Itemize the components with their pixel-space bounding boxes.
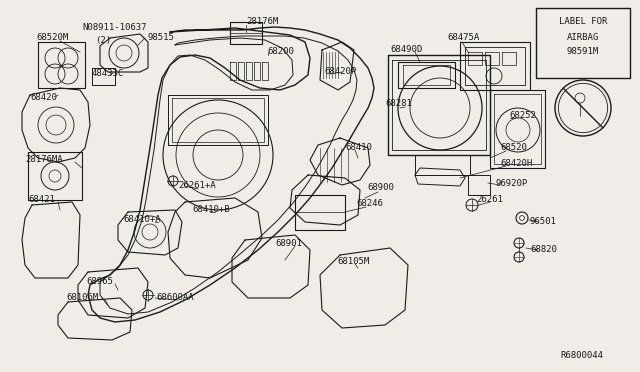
- Text: 68410+B: 68410+B: [192, 205, 230, 215]
- Text: 68901: 68901: [275, 238, 302, 247]
- Text: 68520M: 68520M: [36, 33, 68, 42]
- Text: 68820: 68820: [530, 244, 557, 253]
- Text: 26261: 26261: [476, 195, 503, 203]
- Text: 68281: 68281: [385, 99, 412, 109]
- Text: 68420: 68420: [30, 93, 57, 102]
- Text: 68410: 68410: [345, 144, 372, 153]
- Text: 68200: 68200: [267, 48, 294, 57]
- Text: 68252: 68252: [509, 110, 536, 119]
- Text: 68246: 68246: [356, 199, 383, 208]
- Text: 68900: 68900: [367, 183, 394, 192]
- Text: R6800044: R6800044: [560, 350, 603, 359]
- Text: 68105M: 68105M: [337, 257, 369, 266]
- Text: (2): (2): [95, 36, 111, 45]
- Text: 28176MA: 28176MA: [25, 155, 63, 164]
- Text: 68106M: 68106M: [66, 294, 99, 302]
- Text: 68410+A: 68410+A: [123, 215, 161, 224]
- Text: 68965: 68965: [86, 276, 113, 285]
- Text: 26261+A: 26261+A: [178, 182, 216, 190]
- Text: 68421: 68421: [28, 196, 55, 205]
- Text: 68490D: 68490D: [390, 45, 422, 55]
- Text: 28176M: 28176M: [246, 17, 278, 26]
- Text: 68420H: 68420H: [500, 160, 532, 169]
- Text: LABEL FOR: LABEL FOR: [559, 17, 607, 26]
- Text: 68600AA: 68600AA: [156, 294, 194, 302]
- Text: N08911-10637: N08911-10637: [82, 23, 147, 32]
- Text: 98591M: 98591M: [567, 48, 599, 57]
- Text: 48433C: 48433C: [92, 68, 124, 77]
- Text: 68420P: 68420P: [324, 67, 356, 77]
- Text: 96501: 96501: [530, 218, 557, 227]
- Text: 98515: 98515: [147, 33, 174, 42]
- Text: AIRBAG: AIRBAG: [567, 32, 599, 42]
- Text: 68520: 68520: [500, 144, 527, 153]
- Text: 96920P: 96920P: [495, 179, 527, 187]
- Text: 68475A: 68475A: [447, 33, 479, 42]
